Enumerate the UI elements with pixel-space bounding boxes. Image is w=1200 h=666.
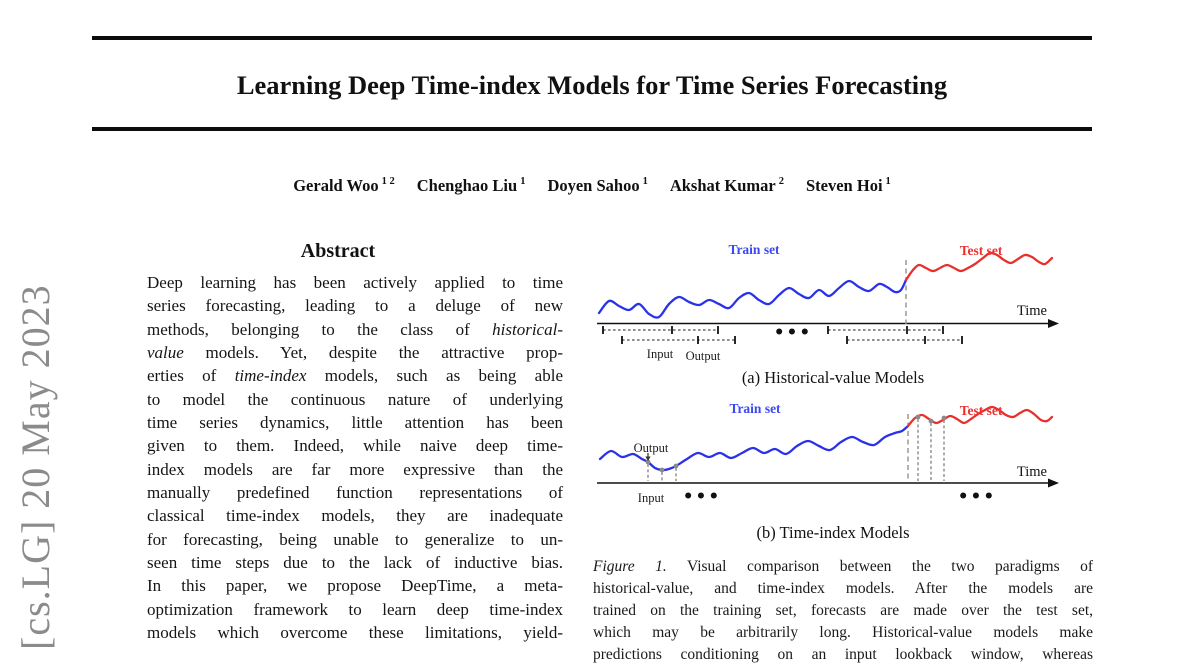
figure1-caption: Figure 1. Visual comparison between the … — [593, 556, 1093, 666]
subcaption-b: (b) Time-index Models — [756, 523, 910, 542]
figure1-plot — [597, 251, 1059, 488]
ellipsis-b-right: ••• — [957, 487, 997, 507]
lookback-window-brackets — [602, 326, 963, 344]
text-line: historical-value, and time-index models.… — [593, 579, 1093, 597]
subcaption-a: (a) Historical-value Models — [741, 368, 925, 387]
author: Gerald Woo 1 2 — [293, 175, 395, 195]
text-line: trained on the training set, forecasts a… — [593, 601, 1093, 619]
test-set-label-a: Test set — [959, 243, 1003, 258]
title-rule-top — [92, 36, 1092, 40]
text-line: value models. Yet, despite the attractiv… — [147, 343, 563, 363]
text-line: manually predefined function representat… — [147, 483, 563, 503]
test-set-label-b: Test set — [959, 403, 1003, 418]
abstract-heading: Abstract — [300, 240, 376, 262]
text-line: In this paper, we propose DeepTime, a me… — [147, 576, 563, 596]
author: Steven Hoi 1 — [805, 175, 891, 195]
input-label-a: Input — [646, 347, 674, 361]
time-axis-arrow-a — [1048, 319, 1059, 328]
test-curve-a — [904, 251, 1054, 282]
text-line: classical time-index models, they are in… — [147, 506, 563, 526]
author: Chenghao Liu 1 — [416, 175, 526, 195]
text-line: models which overcome these limitations,… — [147, 623, 563, 643]
text-line: Deep learning has been actively applied … — [147, 273, 563, 292]
input-label-b: Input — [637, 491, 665, 505]
ellipsis-a: ••• — [773, 323, 813, 343]
time-index-points — [645, 414, 947, 473]
panel-b — [597, 405, 1059, 488]
text-line: Figure 1. Visual comparison between the … — [593, 558, 1093, 575]
train-set-label-a: Train set — [728, 242, 780, 257]
text-line: series forecasting, leading to a deluge … — [147, 296, 563, 316]
author: Doyen Sahoo 1 — [547, 175, 648, 195]
time-axis-label-b: Time — [1016, 464, 1047, 480]
text-line: optimization framework to learn deep tim… — [147, 599, 563, 619]
arxiv-stamp: [cs.LG] 20 May 2023 — [13, 284, 58, 650]
output-pointer-arrow — [645, 453, 651, 461]
text-line: erties of time-index models, such as bei… — [147, 366, 564, 386]
output-label-a: Output — [685, 349, 721, 363]
text-line: for forecasting, being unable to general… — [147, 529, 563, 549]
text-line: methods, belonging to the class of histo… — [147, 319, 563, 339]
train-curve-a — [597, 278, 908, 319]
text-line: given to them. Indeed, while naive deep … — [147, 436, 563, 456]
abstract-body: Deep learning has been actively applied … — [147, 271, 563, 645]
paper-title: Learning Deep Time-index Models for Time… — [236, 70, 948, 100]
text-line: which may be arbitrarily long. Historica… — [593, 623, 1093, 641]
panel-a — [597, 251, 1059, 344]
figure1: Train set Test set Time ••• Input Output… — [593, 240, 1095, 548]
author: Akshat Kumar 2 — [669, 175, 784, 195]
text-line: seen time steps due to the lack of induc… — [147, 553, 563, 573]
title-rule-bottom — [92, 127, 1092, 131]
time-axis-label-a: Time — [1016, 303, 1047, 319]
time-index-query-lines — [647, 419, 945, 481]
paper-page: [cs.LG] 20 May 2023 Learning Deep Time-i… — [13, 36, 1095, 663]
text-line: to model the continuous nature of underl… — [147, 389, 563, 409]
text-line: time series dynamics, little attention h… — [147, 413, 563, 433]
ellipsis-b-left: ••• — [682, 487, 722, 507]
train-set-label-b: Train set — [729, 401, 781, 416]
text-line: predictions conditioning on an input loo… — [593, 645, 1093, 663]
author-list: Gerald Woo 1 2 Chenghao Liu 1 Doyen Sahoo 1 Ak… — [92, 172, 1092, 196]
time-axis-arrow-b — [1048, 478, 1059, 488]
text-line: index models are far more expressive tha… — [147, 459, 563, 479]
output-label-b: Output — [633, 441, 669, 455]
